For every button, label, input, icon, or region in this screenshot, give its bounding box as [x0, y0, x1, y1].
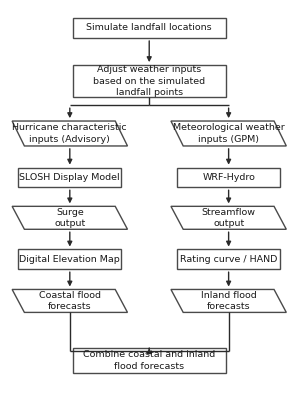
Text: Simulate landfall locations: Simulate landfall locations	[86, 23, 212, 32]
Text: Coastal flood
forecasts: Coastal flood forecasts	[39, 291, 101, 311]
Bar	[177, 250, 280, 269]
Bar	[18, 168, 121, 187]
Polygon shape	[171, 121, 286, 146]
Bar	[177, 168, 280, 187]
Text: Hurricane characteristic
inputs (Advisory): Hurricane characteristic inputs (Advisor…	[12, 123, 127, 144]
Text: Inland flood
forecasts: Inland flood forecasts	[201, 291, 257, 311]
Bar	[18, 250, 121, 269]
Bar	[72, 348, 226, 372]
Text: Streamflow
output: Streamflow output	[202, 208, 256, 228]
Text: SLOSH Display Model: SLOSH Display Model	[20, 173, 120, 182]
Bar	[72, 65, 226, 98]
Text: Digital Elevation Map: Digital Elevation Map	[19, 255, 120, 264]
Polygon shape	[171, 290, 286, 312]
Text: Adjust weather inputs
based on the simulated
landfall points: Adjust weather inputs based on the simul…	[93, 65, 205, 97]
Polygon shape	[12, 290, 127, 312]
Text: Surge
output: Surge output	[54, 208, 86, 228]
Text: Meteorological weather
inputs (GPM): Meteorological weather inputs (GPM)	[173, 123, 285, 144]
Bar	[72, 18, 226, 38]
Text: Combine coastal and inland
flood forecasts: Combine coastal and inland flood forecas…	[83, 350, 215, 370]
Polygon shape	[12, 121, 127, 146]
Polygon shape	[12, 206, 127, 229]
Polygon shape	[171, 206, 286, 229]
Text: WRF-Hydro: WRF-Hydro	[202, 173, 255, 182]
Text: Rating curve / HAND: Rating curve / HAND	[180, 255, 277, 264]
